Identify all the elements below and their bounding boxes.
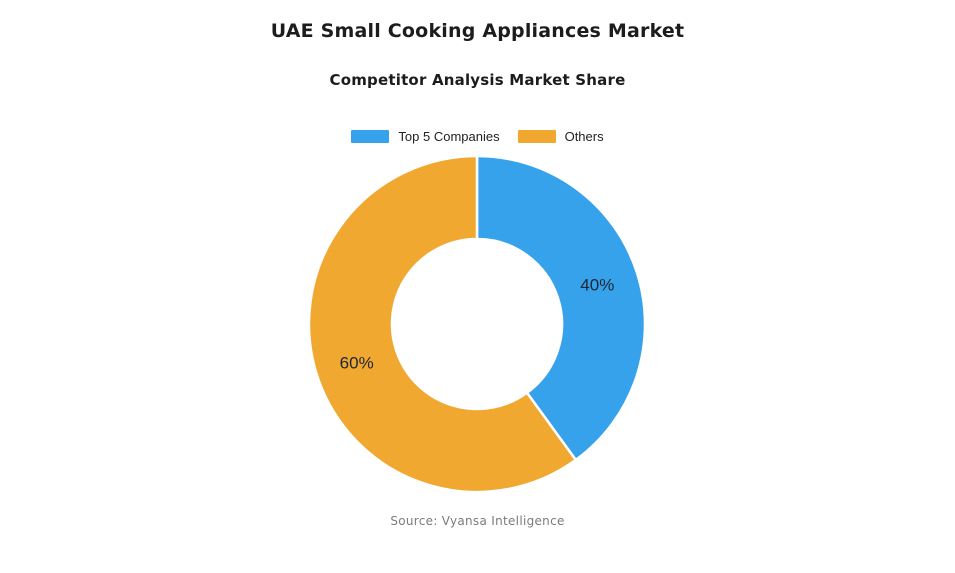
legend-item-others[interactable]: Others bbox=[517, 129, 604, 144]
legend-label: Others bbox=[564, 129, 604, 144]
donut-segment-others[interactable] bbox=[307, 154, 577, 494]
legend-item-top-5-companies[interactable]: Top 5 Companies bbox=[351, 129, 500, 144]
legend-swatch-top-5-companies bbox=[351, 130, 390, 143]
chart-legend: Top 5 Companies Others bbox=[0, 130, 955, 143]
chart-subtitle: Competitor Analysis Market Share bbox=[329, 71, 626, 89]
segment-value-label-top-5-companies: 40% bbox=[580, 275, 614, 294]
donut-chart: 40% 60% bbox=[307, 154, 647, 494]
source-attribution: Source: Vyansa Intelligence bbox=[390, 514, 565, 528]
legend-swatch-others bbox=[517, 130, 556, 143]
donut-segment-top-5-companies[interactable] bbox=[475, 154, 647, 462]
chart-title: UAE Small Cooking Appliances Market bbox=[270, 20, 685, 42]
segment-value-label-others: 60% bbox=[340, 354, 374, 373]
legend-label: Top 5 Companies bbox=[398, 129, 500, 144]
